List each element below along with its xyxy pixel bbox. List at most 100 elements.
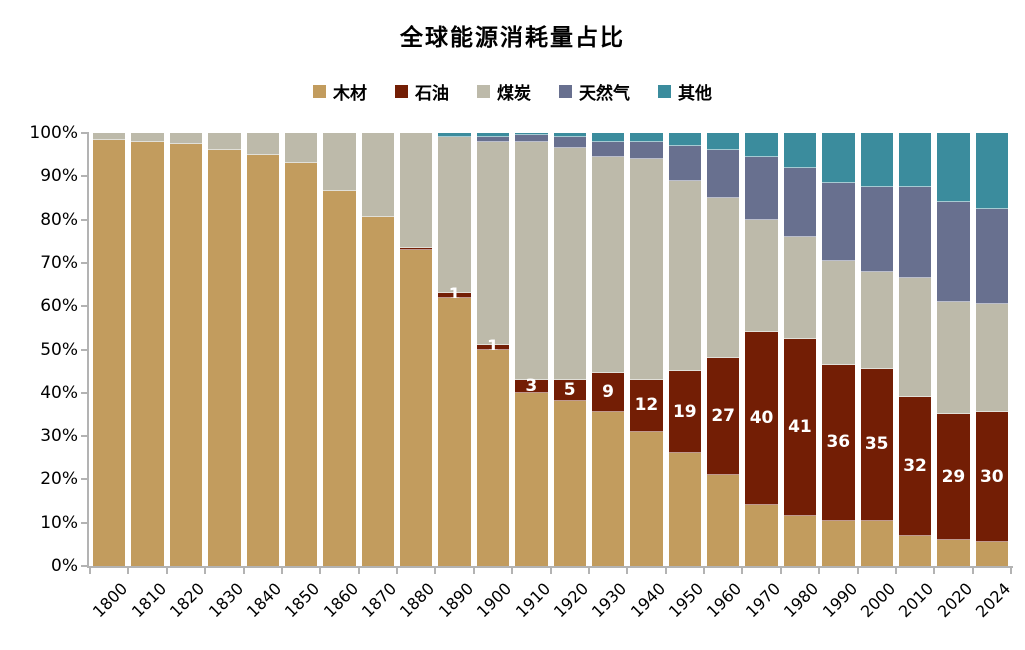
y-axis-label: 20% [40,469,78,490]
bar-1910: 3 [512,133,550,566]
bar-1950: 19 [666,133,704,566]
bar-segment-gas-1970 [745,156,778,220]
chart-title: 全球能源消耗量占比 [400,25,625,51]
bar-segment-other-1900 [476,133,510,138]
bar-segment-coal-1840 [246,133,279,155]
bar-1840 [244,133,282,566]
bar-1870 [359,133,397,566]
x-axis-label-1840: 1840 [242,579,286,622]
bar-segment-oil-1980: 41 [783,338,817,517]
bar-segment-coal-1940 [630,159,663,380]
y-tick [81,391,88,394]
bar-segment-wood-1990 [822,520,855,566]
legend-item-other: 其他 [658,79,712,104]
legend-swatch-other [658,85,671,98]
y-tick [81,175,88,178]
x-axis-label-1900: 1900 [473,579,516,622]
x-tick [549,568,552,574]
x-tick [434,568,437,574]
bar-segment-coal-1930 [591,156,625,374]
x-axis-label-1970: 1970 [741,579,784,622]
bar-segment-oil-1990: 36 [822,364,855,521]
y-tick [81,132,88,134]
bar-segment-wood-1950 [668,453,701,566]
y-tick [81,521,88,524]
bar-segment-wood-1850 [284,163,318,566]
bar-segment-coal-1850 [284,133,318,164]
x-axis-label-1920: 1920 [549,579,593,622]
x-tick [741,568,744,574]
bar-segment-gas-1920 [553,137,586,149]
plot-area: 1 1 3 5 9 12 19 27 40 41 36 35 32 29 30 [90,133,1011,566]
x-axis-label-1810: 1810 [127,579,170,622]
bar-segment-gas-1960 [707,150,740,198]
x-tick [357,568,360,574]
bar-segment-gas-1940 [630,141,663,159]
bar-1820 [167,133,205,566]
y-tick [81,565,88,567]
bar-segment-coal-1960 [707,197,740,359]
y-axis-line [87,132,89,568]
legend-item-oil: 石油 [395,79,449,104]
bar-segment-other-1990 [822,133,855,183]
bar-segment-oil-1950: 19 [668,371,701,454]
x-tick [242,568,245,574]
bar-segment-coal-1880 [400,133,433,248]
legend-label-coal: 煤炭 [497,84,531,104]
bar-segment-gas-1910 [515,135,548,142]
x-tick [280,568,283,574]
x-tick [1010,568,1012,574]
bar-segment-coal-1800 [93,133,126,140]
bar-1850 [282,133,320,566]
bar-segment-oil-2024: 30 [975,412,1008,543]
y-axis-label: 100% [29,123,78,143]
x-axis-label-1980: 1980 [780,579,823,622]
bar-1920: 5 [551,133,589,566]
x-tick [626,568,629,574]
y-tick [81,435,88,438]
bar-segment-coal-1900 [476,141,510,346]
bar-segment-other-1920 [553,133,586,138]
x-axis-label-2020: 2020 [933,579,976,622]
bar-segment-wood-1900 [476,349,510,566]
x-axis-label-1960: 1960 [703,579,746,622]
x-tick [396,568,398,574]
bar-segment-gas-1990 [822,182,855,261]
bar-1940: 12 [627,133,665,566]
bar-segment-coal-1870 [361,133,394,218]
bar-segment-coal-1810 [131,133,164,142]
bar-segment-wood-1860 [323,191,356,566]
bar-1800 [90,133,128,566]
bar-segment-other-1930 [591,133,625,142]
y-tick [81,261,88,264]
x-tick [319,568,322,574]
legend-item-gas: 天然气 [559,79,630,104]
bar-segment-oil-1910: 3 [515,377,548,394]
bar-segment-other-1960 [707,133,740,151]
bar-segment-gas-2000 [860,187,893,272]
legend-label-oil: 石油 [415,84,449,104]
x-tick [127,568,130,574]
x-tick [472,568,475,574]
bar-1830 [205,133,243,566]
bar-segment-coal-1890 [438,137,471,294]
x-tick [89,568,91,574]
x-tick [933,568,936,574]
bar-segment-coal-2010 [898,278,932,398]
bar-segment-other-1980 [783,133,817,168]
bar-segment-oil-1970: 40 [745,332,778,506]
x-axis-labels: 1800 1810 1820 1830 1840 1850 1860 1870 1880 1890… [89,575,1014,645]
bar-segment-wood-1930 [591,412,625,566]
x-axis-label-1850: 1850 [281,579,324,622]
y-axis-label: 90% [40,166,78,187]
bar-segment-coal-1910 [515,141,548,380]
bar-segment-wood-2000 [860,520,893,566]
bar-segment-oil-2020: 29 [937,414,970,541]
bar-1960: 27 [704,133,742,566]
legend-label-other: 其他 [678,84,712,104]
bar-segment-oil-2000: 35 [860,369,893,521]
x-axis-label-1830: 1830 [204,579,247,622]
x-axis-line [87,566,1013,568]
bar-segment-oil-1940: 12 [630,379,663,432]
x-tick [894,568,897,574]
